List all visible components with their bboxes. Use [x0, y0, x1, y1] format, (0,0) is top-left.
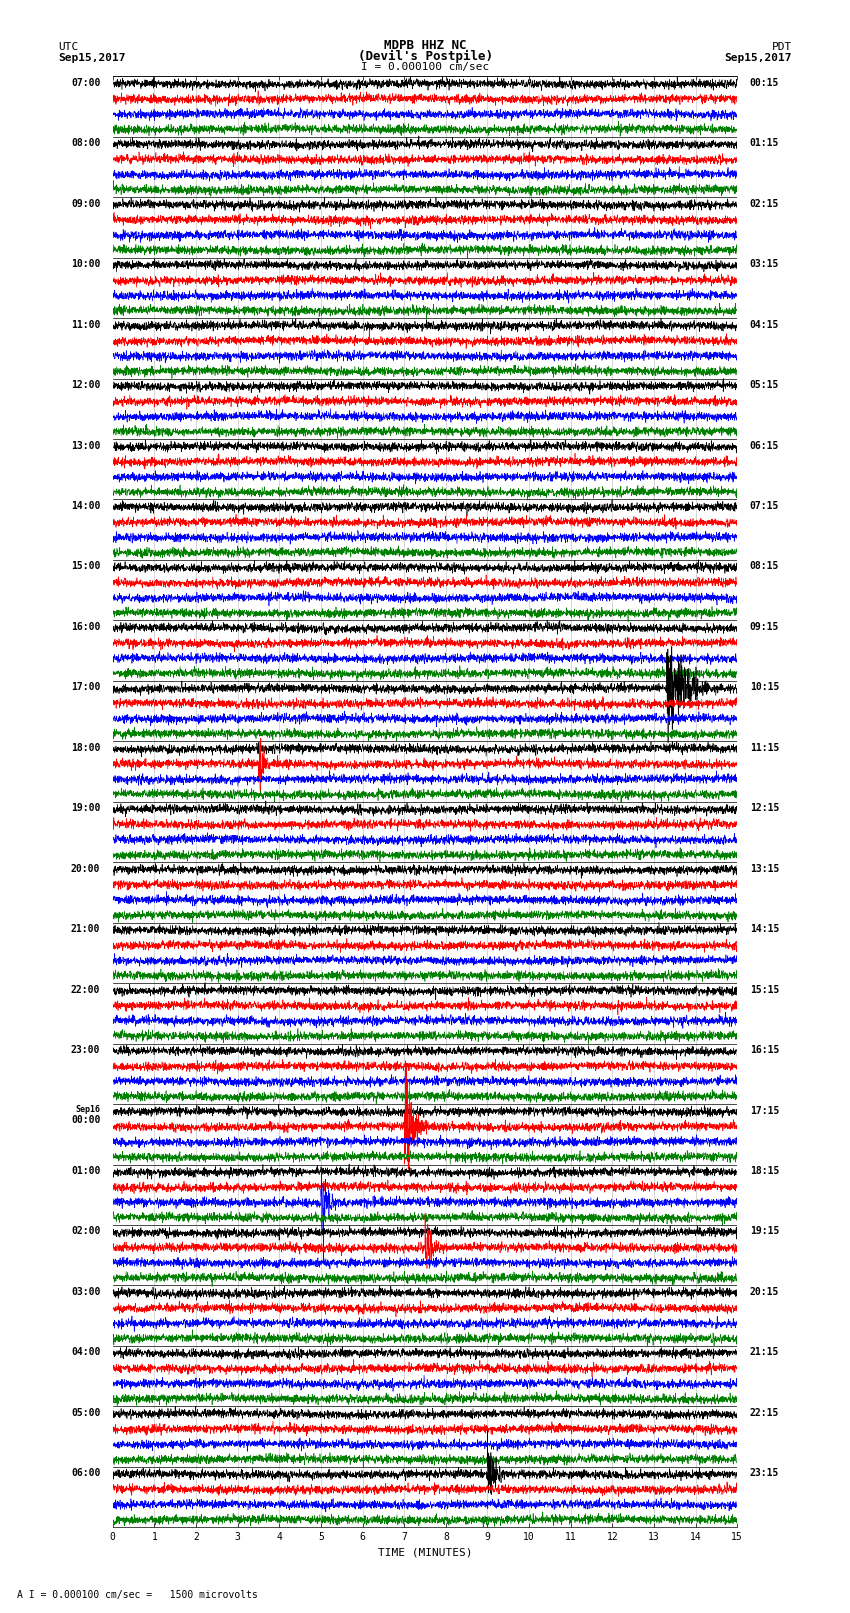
Text: 07:00: 07:00	[71, 77, 100, 87]
Text: 00:15: 00:15	[750, 77, 779, 87]
Text: 13:00: 13:00	[71, 440, 100, 450]
Text: 18:00: 18:00	[71, 744, 100, 753]
Text: 21:15: 21:15	[750, 1347, 779, 1358]
Text: 16:15: 16:15	[750, 1045, 779, 1055]
Text: 01:00: 01:00	[71, 1166, 100, 1176]
Text: 13:15: 13:15	[750, 863, 779, 874]
Text: I = 0.000100 cm/sec: I = 0.000100 cm/sec	[361, 61, 489, 71]
Text: 16:00: 16:00	[71, 623, 100, 632]
Text: MDPB HHZ NC: MDPB HHZ NC	[383, 39, 467, 52]
Text: 11:00: 11:00	[71, 319, 100, 329]
Text: 10:00: 10:00	[71, 260, 100, 269]
Text: 06:15: 06:15	[750, 440, 779, 450]
X-axis label: TIME (MINUTES): TIME (MINUTES)	[377, 1548, 473, 1558]
Text: (Devil's Postpile): (Devil's Postpile)	[358, 50, 492, 63]
Text: 17:00: 17:00	[71, 682, 100, 692]
Text: 22:15: 22:15	[750, 1408, 779, 1418]
Text: 02:15: 02:15	[750, 198, 779, 208]
Text: 14:15: 14:15	[750, 924, 779, 934]
Text: 03:15: 03:15	[750, 260, 779, 269]
Text: Sep15,2017: Sep15,2017	[58, 53, 125, 63]
Text: 04:15: 04:15	[750, 319, 779, 329]
Text: 00:00: 00:00	[71, 1115, 100, 1124]
Text: UTC: UTC	[58, 42, 78, 52]
Text: Sep16: Sep16	[76, 1105, 100, 1115]
Text: 10:15: 10:15	[750, 682, 779, 692]
Text: PDT: PDT	[772, 42, 792, 52]
Text: 18:15: 18:15	[750, 1166, 779, 1176]
Text: A I = 0.000100 cm/sec =   1500 microvolts: A I = 0.000100 cm/sec = 1500 microvolts	[17, 1590, 258, 1600]
Text: 20:15: 20:15	[750, 1287, 779, 1297]
Text: 23:00: 23:00	[71, 1045, 100, 1055]
Text: 14:00: 14:00	[71, 502, 100, 511]
Text: 12:00: 12:00	[71, 381, 100, 390]
Text: 05:15: 05:15	[750, 381, 779, 390]
Text: 04:00: 04:00	[71, 1347, 100, 1358]
Text: 22:00: 22:00	[71, 984, 100, 995]
Text: 20:00: 20:00	[71, 863, 100, 874]
Text: 12:15: 12:15	[750, 803, 779, 813]
Text: 09:00: 09:00	[71, 198, 100, 208]
Text: 08:00: 08:00	[71, 139, 100, 148]
Text: 02:00: 02:00	[71, 1226, 100, 1237]
Text: 03:00: 03:00	[71, 1287, 100, 1297]
Text: 01:15: 01:15	[750, 139, 779, 148]
Text: 11:15: 11:15	[750, 744, 779, 753]
Text: 17:15: 17:15	[750, 1105, 779, 1116]
Text: 19:15: 19:15	[750, 1226, 779, 1237]
Text: 06:00: 06:00	[71, 1468, 100, 1478]
Text: 07:15: 07:15	[750, 502, 779, 511]
Text: 23:15: 23:15	[750, 1468, 779, 1478]
Text: 19:00: 19:00	[71, 803, 100, 813]
Text: 08:15: 08:15	[750, 561, 779, 571]
Text: Sep15,2017: Sep15,2017	[725, 53, 792, 63]
Text: 05:00: 05:00	[71, 1408, 100, 1418]
Text: 15:15: 15:15	[750, 984, 779, 995]
Text: 15:00: 15:00	[71, 561, 100, 571]
Text: 21:00: 21:00	[71, 924, 100, 934]
Text: 09:15: 09:15	[750, 623, 779, 632]
